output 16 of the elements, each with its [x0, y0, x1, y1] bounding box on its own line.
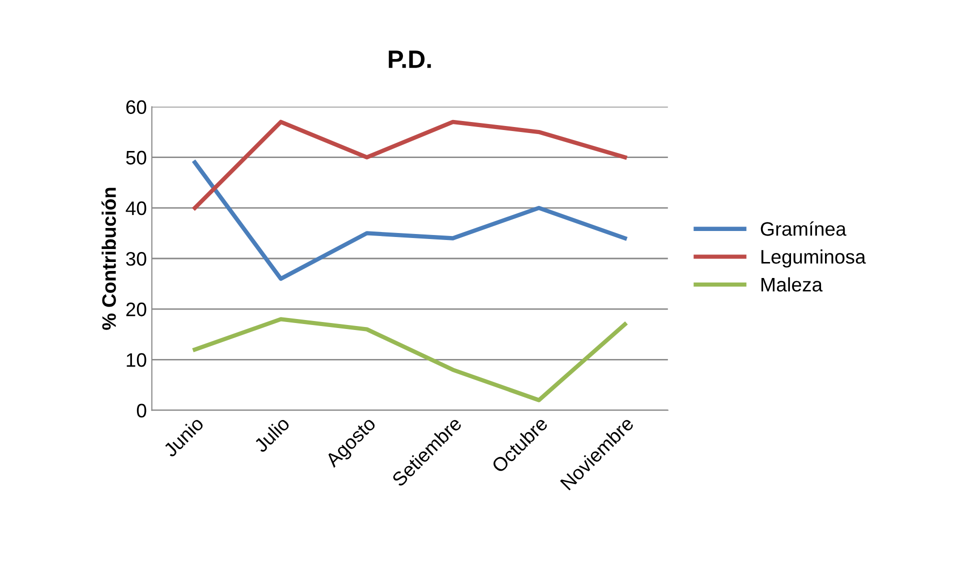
y-tick-label: 20: [126, 302, 146, 316]
y-tick-label: 60: [126, 100, 146, 114]
chart-title: P.D.: [388, 50, 431, 68]
y-axis-title: % Contribución: [102, 188, 116, 330]
y-tick-label: 30: [126, 252, 146, 266]
y-tick-label: 50: [126, 150, 146, 165]
x-tick-label: Julio: [252, 416, 290, 454]
y-tick-label: 0: [136, 404, 146, 418]
legend-label: Maleza: [761, 277, 823, 292]
y-tick-label: 40: [126, 201, 146, 216]
line-series: [192, 160, 627, 281]
legend-label: Gramínea: [760, 221, 846, 236]
line-series: [192, 317, 627, 402]
line-series: [192, 120, 627, 210]
y-tick-label: 10: [126, 353, 146, 367]
legend-label: Leguminosa: [761, 249, 866, 268]
